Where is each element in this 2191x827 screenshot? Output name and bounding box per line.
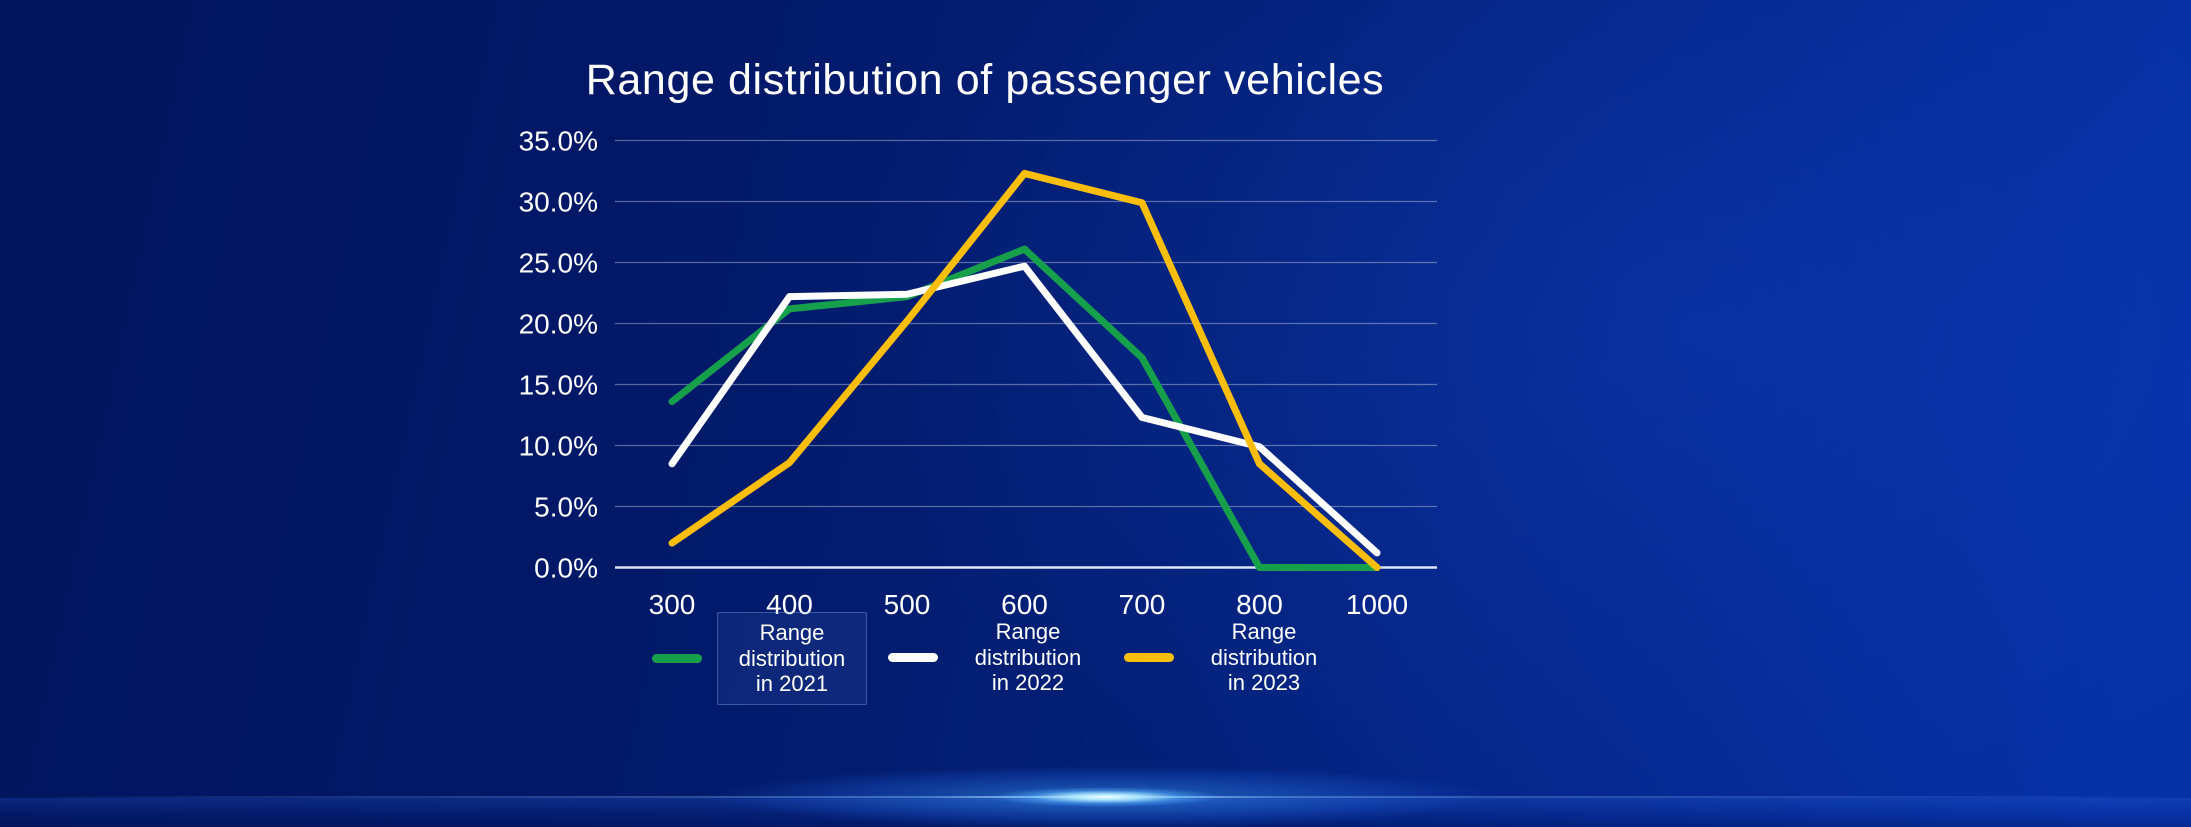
y-tick-labels: 0.0% 5.0% 10.0% 15.0% 20.0% 25.0% 30.0% 35.0% bbox=[519, 126, 598, 584]
x-tick-label: 400 bbox=[766, 589, 813, 620]
x-tick-label: 600 bbox=[1001, 589, 1048, 620]
y-tick-label: 10.0% bbox=[519, 431, 598, 462]
line-range-distribution-in-2021 bbox=[668, 245, 1381, 571]
y-tick-label: 0.0% bbox=[534, 553, 598, 584]
x-tick-label: 500 bbox=[884, 589, 931, 620]
legend-label-2022: Range distribution in 2022 bbox=[974, 619, 1082, 696]
x-tick-label: 700 bbox=[1119, 589, 1166, 620]
line-range-distribution-in-2022 bbox=[668, 262, 1381, 557]
y-tick-label: 5.0% bbox=[534, 492, 598, 523]
x-tick-labels: 300 400 500 600 700 800 1000 bbox=[649, 589, 1409, 620]
chart-title: Range distribution of passenger vehicles bbox=[585, 56, 1385, 104]
chart-legend: Range distribution in 2021 Range distribu… bbox=[0, 612, 2191, 705]
horizon-glow-core bbox=[990, 787, 1220, 807]
x-tick-label: 800 bbox=[1236, 589, 1283, 620]
legend-label-2023: Range distribution in 2023 bbox=[1210, 619, 1318, 696]
y-tick-label: 15.0% bbox=[519, 370, 598, 401]
y-tick-label: 35.0% bbox=[519, 126, 598, 157]
y-tick-label: 30.0% bbox=[519, 187, 598, 218]
y-grid bbox=[615, 139, 1437, 569]
series-lines bbox=[668, 169, 1381, 571]
legend-swatch-2021 bbox=[652, 653, 702, 663]
legend-swatch-2022 bbox=[888, 652, 938, 662]
legend-item-2022[interactable]: Range distribution in 2022 bbox=[888, 612, 1103, 703]
x-tick-label: 1000 bbox=[1346, 589, 1408, 620]
line-range-distribution-in-2023 bbox=[668, 169, 1381, 571]
legend-label-2021: Range distribution in 2021 bbox=[717, 612, 867, 705]
legend-swatch-2023 bbox=[1124, 652, 1174, 662]
legend-item-2023[interactable]: Range distribution in 2023 bbox=[1124, 612, 1339, 703]
y-tick-label: 25.0% bbox=[519, 248, 598, 279]
y-tick-label: 20.0% bbox=[519, 309, 598, 340]
x-tick-label: 300 bbox=[649, 589, 696, 620]
legend-item-2021[interactable]: Range distribution in 2021 bbox=[652, 612, 867, 705]
